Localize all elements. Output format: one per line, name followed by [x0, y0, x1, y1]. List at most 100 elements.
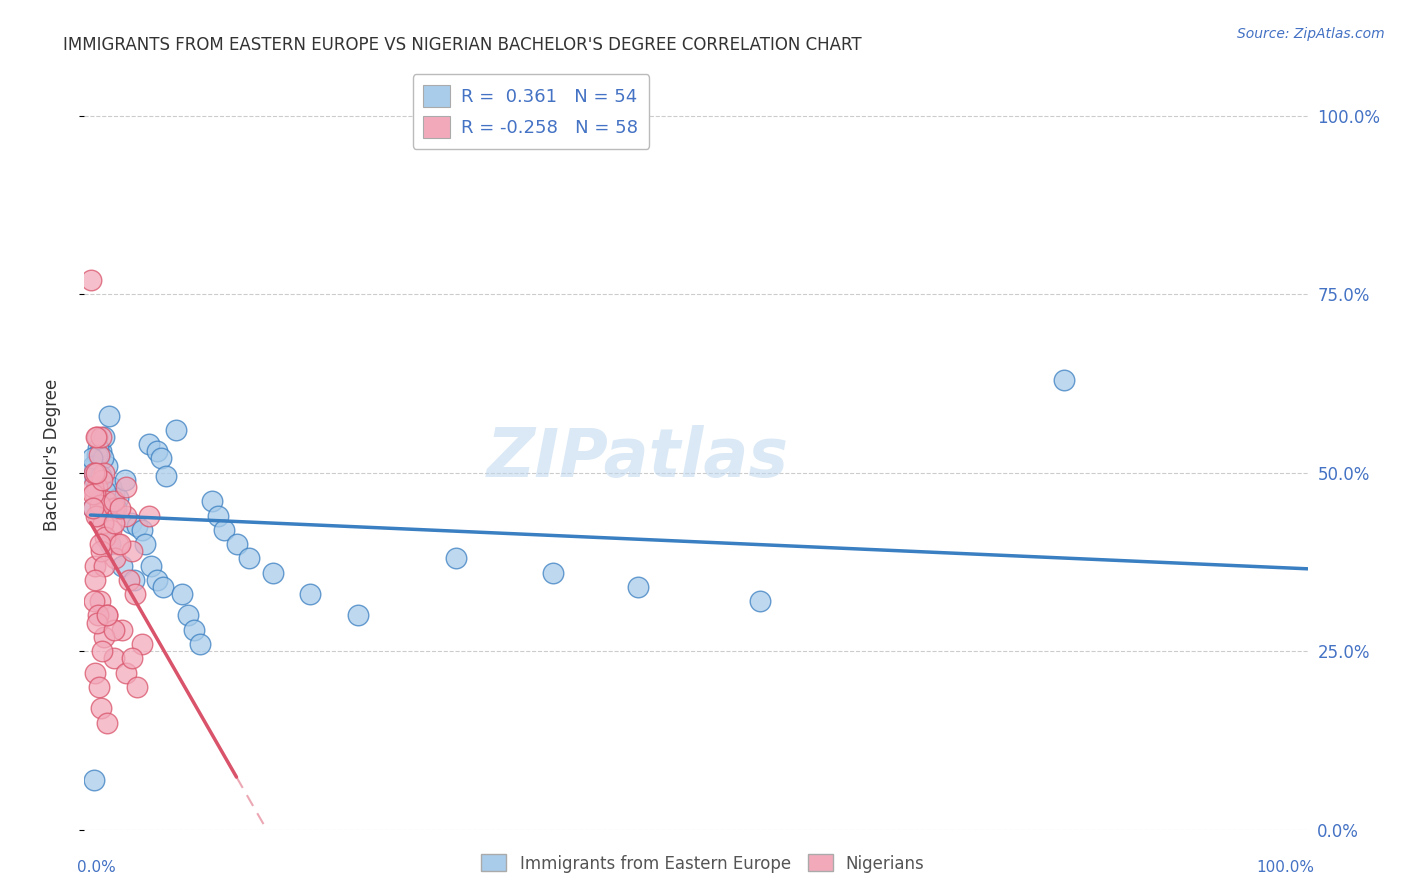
Text: IMMIGRANTS FROM EASTERN EUROPE VS NIGERIAN BACHELOR'S DEGREE CORRELATION CHART: IMMIGRANTS FROM EASTERN EUROPE VS NIGERI…	[63, 36, 862, 54]
Point	[104, 551, 127, 566]
Point	[114, 665, 136, 680]
Point	[96, 608, 118, 623]
Point	[86, 480, 108, 494]
Y-axis label: Bachelor's Degree: Bachelor's Degree	[42, 379, 60, 531]
Point	[84, 430, 107, 444]
Point	[103, 487, 125, 501]
Point	[89, 537, 111, 551]
Point	[103, 501, 125, 516]
Point	[100, 523, 122, 537]
Point	[90, 430, 112, 444]
Point	[125, 519, 148, 533]
Point	[84, 466, 107, 480]
Text: 100.0%: 100.0%	[1257, 860, 1315, 875]
Point	[114, 480, 136, 494]
Point	[91, 473, 114, 487]
Point	[207, 508, 229, 523]
Point	[141, 558, 163, 573]
Point	[131, 637, 153, 651]
Point	[89, 498, 111, 512]
Point	[84, 573, 107, 587]
Point	[111, 558, 134, 573]
Point	[125, 680, 148, 694]
Point	[118, 573, 141, 587]
Point	[89, 594, 111, 608]
Point	[83, 466, 105, 480]
Point	[120, 516, 142, 530]
Point	[103, 651, 125, 665]
Point	[1053, 373, 1076, 387]
Point	[98, 537, 121, 551]
Point	[82, 501, 104, 516]
Point	[111, 623, 134, 637]
Point	[84, 558, 107, 573]
Point	[114, 508, 136, 523]
Point	[87, 448, 110, 462]
Point	[91, 451, 114, 466]
Point	[541, 566, 564, 580]
Point	[82, 480, 104, 494]
Point	[105, 501, 128, 516]
Point	[94, 483, 117, 498]
Point	[80, 451, 103, 466]
Point	[84, 508, 107, 523]
Point	[121, 544, 143, 558]
Point	[103, 623, 125, 637]
Point	[201, 494, 224, 508]
Point	[122, 573, 145, 587]
Legend: Immigrants from Eastern Europe, Nigerians: Immigrants from Eastern Europe, Nigerian…	[475, 847, 931, 880]
Point	[155, 469, 177, 483]
Point	[627, 580, 650, 594]
Point	[108, 501, 131, 516]
Point	[94, 530, 117, 544]
Point	[91, 516, 114, 530]
Point	[84, 487, 107, 501]
Text: ZIPatlas: ZIPatlas	[486, 425, 789, 491]
Point	[83, 594, 105, 608]
Point	[97, 409, 120, 423]
Point	[444, 551, 467, 566]
Point	[146, 444, 169, 458]
Point	[165, 423, 187, 437]
Point	[82, 501, 104, 516]
Point	[87, 508, 110, 523]
Point	[121, 651, 143, 665]
Point	[84, 665, 107, 680]
Point	[146, 573, 169, 587]
Point	[93, 466, 115, 480]
Point	[90, 444, 112, 458]
Point	[214, 523, 236, 537]
Point	[93, 430, 115, 444]
Point	[114, 473, 136, 487]
Text: Source: ZipAtlas.com: Source: ZipAtlas.com	[1237, 27, 1385, 41]
Point	[84, 458, 107, 473]
Point	[90, 544, 112, 558]
Point	[86, 608, 108, 623]
Point	[108, 537, 131, 551]
Point	[83, 466, 105, 480]
Point	[262, 566, 284, 580]
Point	[96, 494, 118, 508]
Point	[170, 587, 193, 601]
Point	[748, 594, 770, 608]
Point	[87, 441, 110, 455]
Point	[177, 608, 200, 623]
Point	[83, 772, 105, 787]
Point	[93, 558, 115, 573]
Point	[96, 608, 118, 623]
Point	[134, 537, 156, 551]
Point	[107, 537, 129, 551]
Point	[93, 630, 115, 644]
Point	[150, 451, 173, 466]
Point	[90, 701, 112, 715]
Point	[188, 637, 211, 651]
Point	[86, 430, 108, 444]
Point	[86, 448, 108, 462]
Legend: R =  0.361   N = 54, R = -0.258   N = 58: R = 0.361 N = 54, R = -0.258 N = 58	[412, 74, 650, 149]
Point	[82, 487, 104, 501]
Point	[82, 458, 104, 473]
Point	[87, 451, 110, 466]
Point	[347, 608, 370, 623]
Point	[152, 580, 174, 594]
Point	[238, 551, 260, 566]
